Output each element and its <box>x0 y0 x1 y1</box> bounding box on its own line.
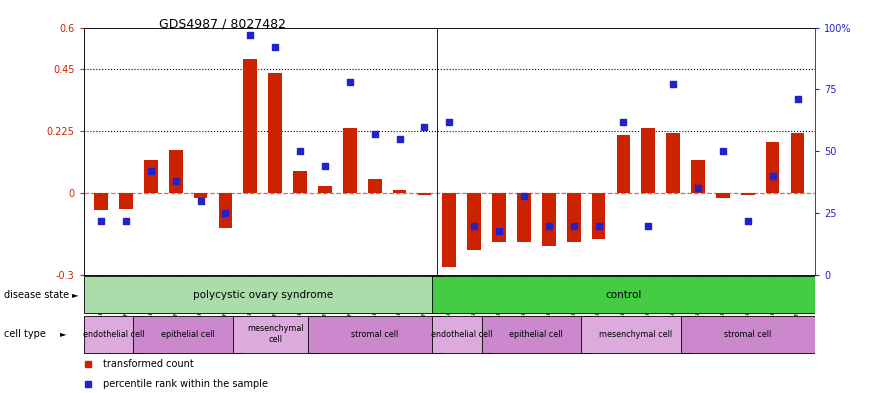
Point <box>716 148 730 154</box>
Point <box>691 185 705 191</box>
Point <box>542 222 556 229</box>
Point <box>517 193 531 199</box>
Point <box>393 136 407 142</box>
Text: GDS4987 / 8027482: GDS4987 / 8027482 <box>159 18 285 31</box>
Bar <box>692 160 705 193</box>
Bar <box>666 133 680 193</box>
Point <box>666 81 680 88</box>
Text: disease state: disease state <box>4 290 70 300</box>
Bar <box>617 135 630 193</box>
Bar <box>492 193 506 242</box>
Bar <box>194 193 207 198</box>
Text: stromal cell: stromal cell <box>351 330 398 338</box>
Point <box>641 222 655 229</box>
FancyBboxPatch shape <box>581 316 691 353</box>
FancyBboxPatch shape <box>84 276 442 313</box>
Text: ►: ► <box>60 330 66 338</box>
Text: cell type: cell type <box>4 329 47 339</box>
Bar <box>418 193 432 195</box>
Text: stromal cell: stromal cell <box>724 330 772 338</box>
Bar <box>218 193 233 228</box>
Bar <box>318 185 332 193</box>
Text: mesenchymal cell: mesenchymal cell <box>599 330 672 338</box>
Point <box>790 96 804 103</box>
Bar <box>119 193 133 209</box>
Bar <box>269 73 282 193</box>
Bar <box>368 179 381 193</box>
Point <box>766 173 780 179</box>
Bar <box>293 171 307 193</box>
Point <box>367 131 381 137</box>
Bar <box>716 193 729 198</box>
Bar <box>641 128 655 193</box>
Text: percentile rank within the sample: percentile rank within the sample <box>103 379 269 389</box>
Text: epithelial cell: epithelial cell <box>509 330 563 338</box>
Text: control: control <box>605 290 641 300</box>
Point <box>492 228 506 234</box>
FancyBboxPatch shape <box>681 316 815 353</box>
Point <box>194 198 208 204</box>
FancyBboxPatch shape <box>432 276 815 313</box>
Point <box>168 178 182 184</box>
Point <box>119 217 133 224</box>
FancyBboxPatch shape <box>233 316 317 353</box>
Bar <box>144 160 158 193</box>
Bar <box>243 59 257 193</box>
Bar <box>442 193 456 267</box>
Bar <box>517 193 530 242</box>
Bar <box>467 193 481 250</box>
FancyBboxPatch shape <box>482 316 591 353</box>
FancyBboxPatch shape <box>307 316 442 353</box>
Point <box>144 168 158 174</box>
Bar <box>790 133 804 193</box>
Point <box>343 79 357 85</box>
FancyBboxPatch shape <box>84 316 144 353</box>
Point <box>467 222 481 229</box>
Point <box>268 44 282 50</box>
Bar <box>393 190 406 193</box>
Point <box>741 217 755 224</box>
Text: ►: ► <box>72 290 78 299</box>
FancyBboxPatch shape <box>133 316 243 353</box>
Text: endothelial cell: endothelial cell <box>431 330 492 338</box>
FancyBboxPatch shape <box>432 316 492 353</box>
Text: polycystic ovary syndrome: polycystic ovary syndrome <box>193 290 333 300</box>
Point <box>418 123 432 130</box>
Point <box>94 217 108 224</box>
Point <box>617 118 631 125</box>
Text: epithelial cell: epithelial cell <box>161 330 215 338</box>
Point <box>243 32 257 38</box>
Bar <box>343 128 357 193</box>
Bar <box>592 193 605 239</box>
Bar <box>169 150 182 193</box>
Point <box>318 163 332 169</box>
Bar <box>741 193 755 195</box>
Text: endothelial cell: endothelial cell <box>83 330 144 338</box>
Point <box>591 222 605 229</box>
Text: mesenchymal
cell: mesenchymal cell <box>247 324 304 344</box>
Point <box>566 222 581 229</box>
Bar <box>566 193 581 242</box>
Text: transformed count: transformed count <box>103 358 194 369</box>
Point <box>293 148 307 154</box>
Bar <box>766 141 780 193</box>
Bar <box>542 193 556 246</box>
Point <box>218 210 233 216</box>
Bar <box>94 193 108 211</box>
Point <box>442 118 456 125</box>
